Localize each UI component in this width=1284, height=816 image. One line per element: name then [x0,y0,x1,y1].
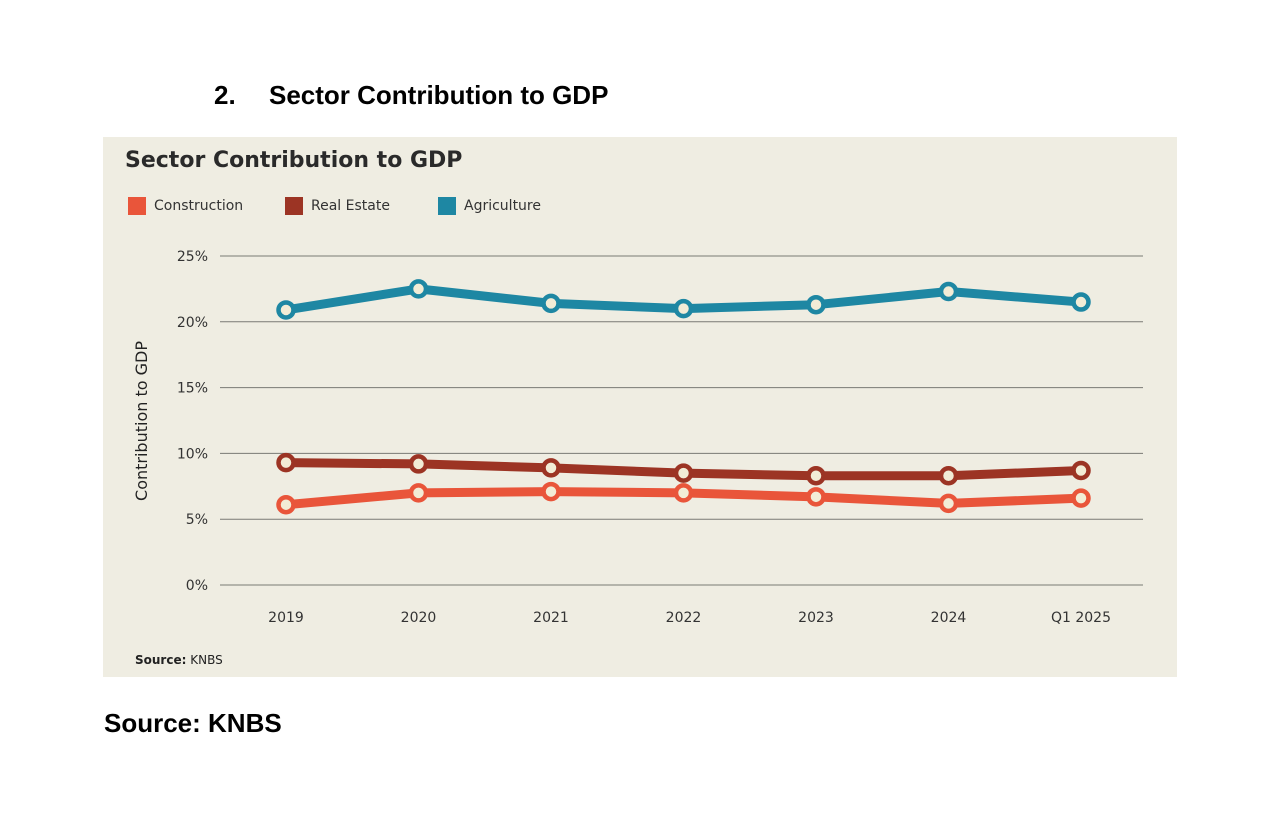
data-point-agriculture [806,294,826,315]
section-number: 2. [214,80,236,110]
x-tick-label: 2020 [401,610,437,626]
data-point-real-estate [806,466,826,486]
y-tick-label: 0% [186,578,208,594]
legend-label: Agriculture [464,198,541,214]
x-tick-label: Q1 2025 [1051,610,1111,626]
chart-source-note: Source: KNBS [135,653,223,667]
data-point-agriculture [408,279,429,299]
data-point-construction [806,487,826,507]
line-chart: 0% 5% 10% 15% 20% 25% 2019 2020 2021 2022 2023 2024… [132,249,1143,626]
data-point-construction [1071,488,1091,508]
y-tick-label: 25% [177,249,208,265]
chart-title: Sector Contribution to GDP [125,148,463,173]
document-section-heading: 2. Sector Contribution to GDP [214,80,608,111]
x-tick-label: 2021 [533,610,569,626]
data-point-real-estate [276,452,296,473]
x-tick-label: 2022 [666,610,702,626]
document-source-note: Source: KNBS [104,708,282,738]
x-tick-label: 2019 [268,610,304,626]
legend-label: Real Estate [311,198,390,214]
chart-source-label: Source: [135,653,187,667]
y-tick-label: 15% [177,381,208,397]
data-point-agriculture [276,300,296,320]
x-tick-label: 2024 [931,610,967,626]
section-title: Sector Contribution to GDP [269,80,609,110]
data-point-real-estate [541,458,561,478]
chart-panel: 0% 5% 10% 15% 20% 25% 2019 2020 2021 2022 2023 2024… [103,137,1177,677]
chart-source-value: KNBS [190,653,223,667]
data-point-construction [408,483,429,503]
data-point-agriculture [1071,292,1091,312]
y-axis-title: Contribution to GDP [132,341,151,501]
data-point-construction [673,483,694,503]
data-point-agriculture [673,298,694,319]
legend-swatch [438,197,456,215]
y-tick-label: 10% [177,446,208,462]
x-tick-label: 2023 [798,610,834,626]
legend-item-construction: Construction [128,195,243,217]
y-tick-label: 5% [186,512,208,528]
data-point-construction [938,493,959,514]
data-point-agriculture [938,281,959,302]
legend-label: Construction [154,198,244,214]
legend-swatch [128,197,146,215]
data-point-construction [541,481,561,502]
data-point-construction [276,494,296,515]
legend-swatch [285,197,303,215]
data-point-real-estate [938,466,959,486]
data-point-real-estate [673,463,694,483]
legend-item-real-estate: Real Estate [285,195,390,217]
y-tick-label: 20% [177,315,208,331]
data-point-agriculture [541,293,561,314]
data-point-real-estate [408,454,429,474]
data-point-real-estate [1071,460,1091,481]
legend-item-agriculture: Agriculture [438,195,541,217]
